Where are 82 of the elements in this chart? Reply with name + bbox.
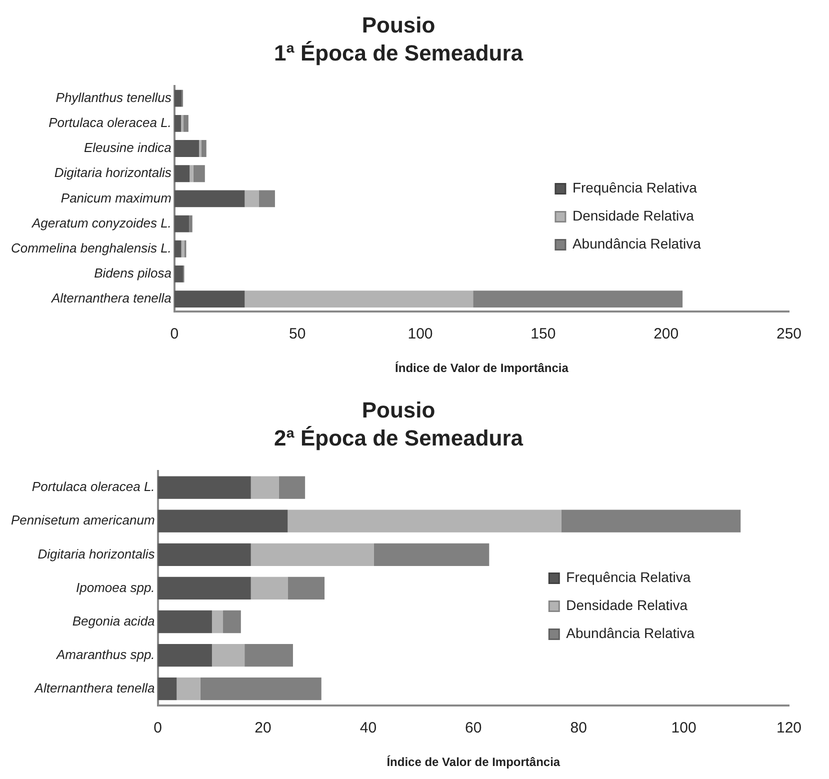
bar	[176, 678, 200, 700]
bar	[181, 114, 184, 132]
x-tick-label: 20	[254, 720, 272, 737]
y-tick-label: Pennisetum americanum	[10, 512, 155, 528]
bar	[212, 644, 245, 667]
bar	[174, 240, 182, 258]
y-tick-label: Amaranthus spp.	[56, 646, 155, 662]
bar	[201, 140, 206, 157]
y-tick-label: Digitaria horizontalis	[54, 165, 172, 180]
bar	[174, 215, 190, 232]
y-tick-label: Commelina benghalensis L.	[10, 240, 172, 256]
bar	[374, 543, 490, 566]
x-tick-label: 80	[570, 720, 587, 737]
bar	[244, 190, 259, 208]
y-tick-label: Phyllanthus tenellus	[56, 90, 172, 105]
legend-label: Abundância Relativa	[566, 625, 695, 642]
bar	[174, 190, 245, 208]
x-tick-label: 0	[170, 326, 179, 343]
bar	[158, 678, 177, 700]
y-tick-label: Alternanthera tenella	[50, 290, 172, 306]
legend-label: Frequência Relativa	[566, 569, 691, 586]
legend-label: Frequência Relativa	[572, 180, 698, 196]
x-tick-label: 0	[154, 720, 162, 737]
legend-label: Densidade Relativa	[566, 597, 688, 614]
y-tick-label: Digitaria horizontalis	[38, 546, 156, 562]
bar	[158, 610, 212, 634]
bar	[473, 290, 683, 308]
x-tick-label: 120	[776, 720, 802, 737]
y-tick-label: Panicum maximum	[60, 190, 172, 206]
bar	[190, 165, 194, 182]
x-tick-label: 250	[776, 326, 802, 343]
bar	[244, 290, 474, 308]
bar	[278, 476, 306, 499]
bar	[184, 114, 188, 132]
bar	[174, 114, 182, 132]
y-tick-label: Bidens pilosa	[94, 266, 172, 281]
chart-title: Pousio	[362, 12, 436, 38]
bar	[244, 644, 293, 667]
legend-label: Densidade Relativa	[572, 208, 694, 224]
x-tick-label: 100	[408, 326, 433, 343]
bar	[250, 543, 374, 566]
y-tick-label: Alternanthera tenella	[34, 680, 155, 696]
bar	[561, 510, 741, 532]
bar	[174, 165, 190, 182]
chart-title: Pousio	[362, 397, 436, 422]
bar	[189, 215, 192, 232]
y-tick-label: Eleusine indica	[84, 140, 172, 156]
x-tick-label: 100	[671, 720, 696, 737]
x-tick-label: 40	[360, 720, 377, 737]
y-tick-label: Begonia acida	[72, 613, 155, 628]
bar	[200, 678, 322, 700]
bar	[288, 510, 562, 532]
legend-label: Abundância Relativa	[572, 236, 702, 252]
bar	[212, 610, 224, 634]
bar	[193, 165, 205, 182]
bar	[223, 610, 241, 634]
bar	[174, 266, 184, 282]
bar	[250, 576, 288, 600]
y-tick-label: Portulaca oleracea L.	[32, 479, 155, 494]
bar	[158, 476, 251, 499]
y-tick-label: Ipomoea spp.	[76, 580, 155, 595]
y-tick-label: Portulaca oleracea L.	[48, 115, 172, 130]
x-tick-label: 150	[530, 326, 556, 343]
x-axis-title: Índice de Valor de Importância	[395, 361, 569, 376]
bar	[158, 576, 251, 600]
chart-subtitle: 1ª Época de Semeadura	[274, 40, 524, 66]
bar	[288, 576, 325, 600]
bar	[174, 290, 245, 308]
bar	[158, 644, 212, 667]
bar	[174, 90, 182, 107]
x-tick-label: 50	[288, 326, 306, 343]
chart-subtitle: 2ª Época de Semeadura	[274, 426, 524, 451]
bar	[158, 543, 251, 566]
bar	[174, 140, 200, 157]
y-tick-label: Ageratum conyzoides L.	[30, 215, 172, 230]
x-tick-label: 200	[654, 326, 679, 343]
x-axis-title: Índice de Valor de Importância	[386, 755, 560, 770]
bar	[258, 190, 275, 208]
bar	[158, 510, 288, 532]
bar	[250, 476, 279, 499]
x-tick-label: 60	[465, 720, 482, 737]
bar	[181, 240, 184, 258]
